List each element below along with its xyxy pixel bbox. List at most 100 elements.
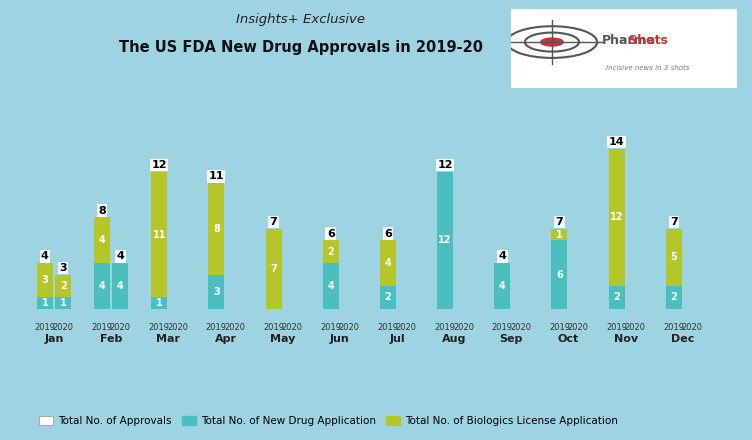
Text: Oct: Oct <box>558 334 579 344</box>
Text: Shots: Shots <box>602 34 668 47</box>
Text: 2019: 2019 <box>320 323 341 332</box>
Text: 5: 5 <box>671 253 678 262</box>
Text: 3: 3 <box>41 275 48 285</box>
Bar <box>551 240 568 309</box>
Text: 2019: 2019 <box>92 323 113 332</box>
Text: 12: 12 <box>151 160 167 170</box>
Text: 4: 4 <box>99 235 105 245</box>
Text: 2019: 2019 <box>35 323 56 332</box>
Text: 4: 4 <box>117 251 124 261</box>
Text: 2020: 2020 <box>224 323 245 332</box>
Text: 1: 1 <box>41 298 48 308</box>
Text: 3: 3 <box>59 263 67 273</box>
Text: Dec: Dec <box>672 334 695 344</box>
Text: 2019: 2019 <box>435 323 456 332</box>
Text: 4: 4 <box>117 281 124 291</box>
Text: 4: 4 <box>41 251 49 261</box>
Text: 4: 4 <box>327 281 334 291</box>
Text: 2019: 2019 <box>149 323 170 332</box>
Text: 2: 2 <box>59 281 66 291</box>
Text: 2020: 2020 <box>510 323 531 332</box>
Text: 4: 4 <box>499 281 505 291</box>
Bar <box>265 229 281 309</box>
Text: Mar: Mar <box>156 334 180 344</box>
Text: 2019: 2019 <box>606 323 627 332</box>
Bar <box>94 217 110 263</box>
Bar <box>608 286 625 309</box>
Text: 2: 2 <box>671 293 678 302</box>
Text: 2020: 2020 <box>53 323 74 332</box>
Text: 2020: 2020 <box>567 323 588 332</box>
Bar <box>151 172 167 297</box>
Bar <box>55 297 71 309</box>
Text: 2019: 2019 <box>206 323 227 332</box>
Text: 6: 6 <box>556 270 562 279</box>
Text: Insights+ Exclusive: Insights+ Exclusive <box>236 13 365 26</box>
Text: 2020: 2020 <box>453 323 474 332</box>
Text: Jul: Jul <box>390 334 405 344</box>
Text: 8: 8 <box>99 205 106 216</box>
Text: Apr: Apr <box>214 334 237 344</box>
Bar <box>94 263 110 309</box>
Text: 4: 4 <box>499 251 506 261</box>
Text: 6: 6 <box>327 228 335 238</box>
Text: Jan: Jan <box>44 334 64 344</box>
Bar <box>494 263 511 309</box>
Text: 8: 8 <box>213 224 220 234</box>
Text: 12: 12 <box>610 213 623 222</box>
Text: 2019: 2019 <box>492 323 513 332</box>
Text: 2019: 2019 <box>663 323 684 332</box>
Text: May: May <box>270 334 296 344</box>
Bar <box>37 263 53 297</box>
Text: 2: 2 <box>613 293 620 302</box>
Text: 4: 4 <box>99 281 105 291</box>
Text: Jun: Jun <box>330 334 350 344</box>
Text: 11: 11 <box>153 230 166 239</box>
Text: Aug: Aug <box>442 334 466 344</box>
Text: 6: 6 <box>384 228 392 238</box>
Text: 2019: 2019 <box>263 323 284 332</box>
Bar <box>666 286 682 309</box>
Text: 1: 1 <box>59 298 66 308</box>
Text: 1: 1 <box>556 230 562 239</box>
Text: 7: 7 <box>270 217 277 227</box>
Text: Feb: Feb <box>100 334 123 344</box>
Legend: Total No. of Approvals, Total No. of New Drug Application, Total No. of Biologic: Total No. of Approvals, Total No. of New… <box>35 412 622 430</box>
Text: 2020: 2020 <box>167 323 188 332</box>
Text: 14: 14 <box>609 137 624 147</box>
Text: 7: 7 <box>670 217 678 227</box>
Text: 4: 4 <box>384 258 391 268</box>
Bar <box>608 149 625 286</box>
Text: 7: 7 <box>556 217 563 227</box>
Text: 7: 7 <box>270 264 277 274</box>
Text: 12: 12 <box>438 235 452 245</box>
Bar <box>112 263 129 309</box>
Text: 12: 12 <box>438 160 453 170</box>
Text: 2020: 2020 <box>681 323 702 332</box>
Text: Incisive news in 3 shots: Incisive news in 3 shots <box>606 65 690 71</box>
Text: Pharma: Pharma <box>602 34 656 47</box>
Text: 1: 1 <box>156 298 162 308</box>
Text: 3: 3 <box>213 287 220 297</box>
Bar <box>666 229 682 286</box>
Bar <box>208 183 224 275</box>
Bar <box>323 263 338 309</box>
Text: Nov: Nov <box>614 334 638 344</box>
Bar <box>551 229 568 240</box>
Bar <box>437 172 453 309</box>
Bar <box>37 297 53 309</box>
Bar <box>208 275 224 309</box>
Text: 2: 2 <box>327 247 334 257</box>
Text: 2020: 2020 <box>624 323 645 332</box>
Bar <box>323 240 338 263</box>
Text: 2020: 2020 <box>338 323 359 332</box>
Text: 2020: 2020 <box>110 323 131 332</box>
Bar <box>380 240 396 286</box>
Text: 2019: 2019 <box>549 323 570 332</box>
Text: 2019: 2019 <box>378 323 399 332</box>
Circle shape <box>541 38 563 46</box>
Text: Sep: Sep <box>500 334 523 344</box>
Text: 2020: 2020 <box>281 323 302 332</box>
Bar <box>380 286 396 309</box>
Bar <box>55 275 71 297</box>
